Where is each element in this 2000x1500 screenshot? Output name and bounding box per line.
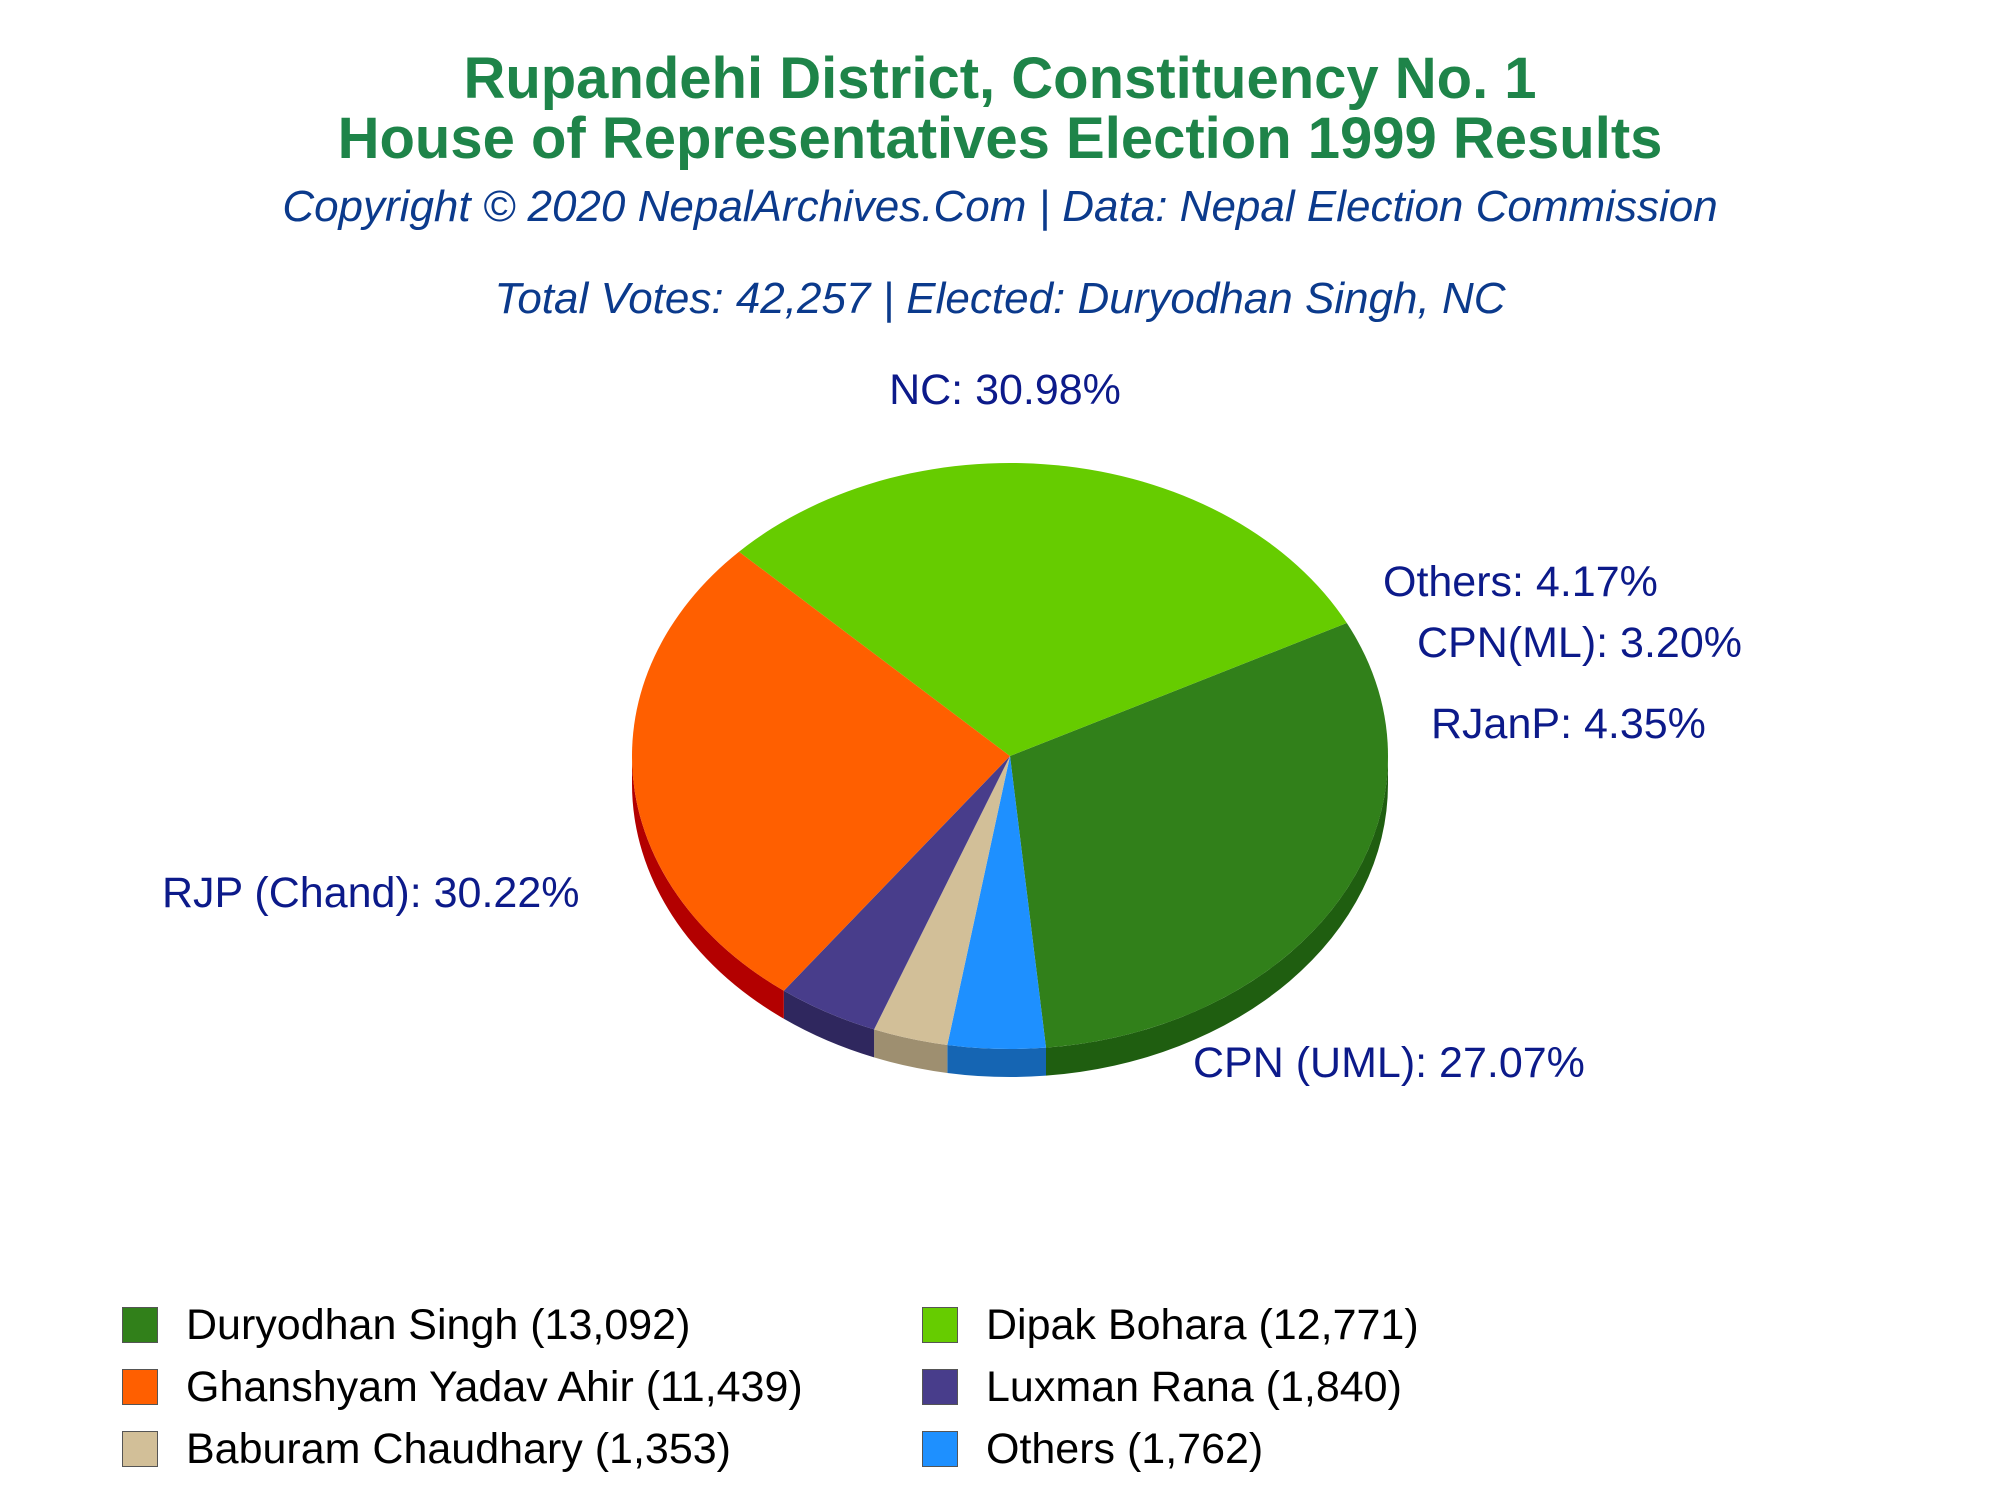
pie-chart: NC: 30.98% Others: 4.17% CPN(ML): 3.20% RJa… <box>162 366 1742 1087</box>
pie-slice-rjanp <box>783 756 1010 1030</box>
pie-3d-sides <box>632 756 1388 1077</box>
slice-label-others: Others: 4.17% <box>1383 558 1658 606</box>
legend-label: Ghanshyam Yadav Ahir (11,439) <box>186 1362 803 1411</box>
legend-swatch <box>122 1431 158 1467</box>
slice-label-rjanp: RJanP: 4.35% <box>1431 700 1706 748</box>
legend-swatch <box>122 1369 158 1405</box>
pie-side-cpn-ml <box>874 1029 948 1073</box>
legend-swatch <box>122 1307 158 1343</box>
pie-slice-cpn-ml <box>874 756 1010 1045</box>
pie-slice-cpn-uml <box>632 551 1010 991</box>
legend-label: Dipak Bohara (12,771) <box>986 1300 1419 1349</box>
pie-slice-rjp-chand <box>739 463 1347 756</box>
legend-swatch <box>922 1307 958 1343</box>
slice-label-nc: NC: 30.98% <box>889 366 1121 414</box>
slice-label-rjp-chand: RJP (Chand): 30.22% <box>162 869 580 917</box>
chart-legend: Duryodhan Singh (13,092) Dipak Bohara (1… <box>122 1300 1722 1474</box>
legend-swatch <box>922 1431 958 1467</box>
legend-item-duryodhan-singh: Duryodhan Singh (13,092) <box>122 1300 922 1350</box>
legend-item-ghanshyam-yadav-ahir: Ghanshyam Yadav Ahir (11,439) <box>122 1362 922 1412</box>
legend-label: Others (1,762) <box>986 1424 1264 1473</box>
slice-label-cpn-ml: CPN(ML): 3.20% <box>1417 619 1742 667</box>
slice-label-cpn-uml: CPN (UML): 27.07% <box>1193 1039 1585 1087</box>
pie-side-others <box>947 1044 1047 1077</box>
pie-slice-labels: NC: 30.98% Others: 4.17% CPN(ML): 3.20% RJa… <box>162 366 1742 1087</box>
legend-item-dipak-bohara: Dipak Bohara (12,771) <box>922 1300 1722 1350</box>
pie-slice-others <box>947 756 1047 1049</box>
pie-side-rjanp <box>783 990 875 1058</box>
legend-label: Luxman Rana (1,840) <box>986 1362 1402 1411</box>
legend-swatch <box>922 1369 958 1405</box>
legend-item-luxman-rana: Luxman Rana (1,840) <box>922 1362 1722 1412</box>
legend-item-baburam-chaudhary: Baburam Chaudhary (1,353) <box>122 1424 922 1474</box>
chart-title-line-1: Rupandehi District, Constituency No. 1 <box>463 46 1537 111</box>
legend-item-others: Others (1,762) <box>922 1424 1722 1474</box>
pie-slice-nc <box>1010 622 1388 1048</box>
chart-vote-summary: Total Votes: 42,257 | Elected: Duryodhan… <box>494 274 1506 323</box>
pie-side-cpn-uml <box>632 756 784 1019</box>
chart-title-line-2: House of Representatives Election 1999 R… <box>337 106 1663 171</box>
legend-label: Duryodhan Singh (13,092) <box>186 1300 691 1349</box>
pie-slices <box>632 463 1388 1049</box>
chart-copyright-subtitle: Copyright © 2020 NepalArchives.Com | Dat… <box>282 182 1718 231</box>
pie-side-nc <box>1046 756 1388 1076</box>
legend-label: Baburam Chaudhary (1,353) <box>186 1424 731 1473</box>
